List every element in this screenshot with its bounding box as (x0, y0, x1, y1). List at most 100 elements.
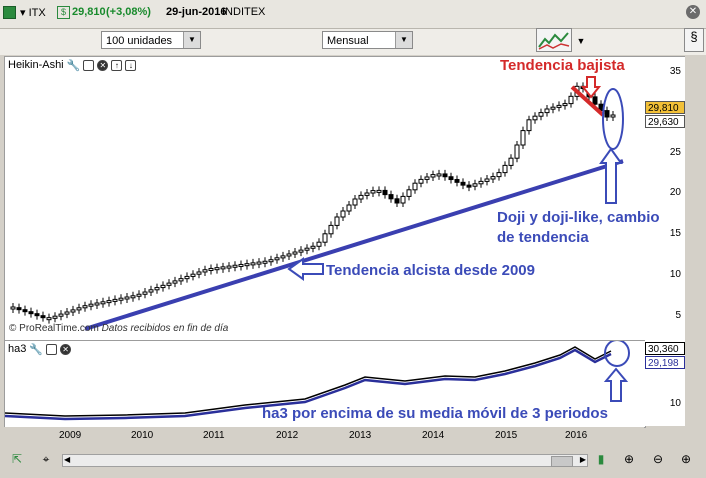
ha3-y-axis: 30,360 29,198 10 (645, 340, 685, 426)
y-tick: 10 (669, 269, 681, 280)
right-gutter (686, 56, 706, 426)
candle-body (496, 172, 502, 178)
candle-body (358, 194, 364, 200)
candle-body (70, 309, 76, 313)
wrench-icon[interactable]: 🔧 (66, 59, 81, 72)
candle-body (514, 144, 520, 159)
candle-body (46, 317, 52, 321)
panel-title: Heikin-Ashi (8, 59, 64, 71)
move-down-icon[interactable]: ↓ (125, 59, 137, 71)
period-select[interactable]: Mensual ▼ (322, 31, 413, 49)
zoom-in-icon[interactable]: ⊕ (680, 452, 692, 466)
candle-body (28, 311, 34, 315)
layout-icon[interactable]: ⇱ (11, 452, 23, 466)
ha3-highlight-circle (604, 341, 630, 367)
candle-body (160, 284, 166, 289)
candle-body (256, 261, 262, 265)
candle-body (106, 300, 112, 304)
zoom-fit-icon[interactable]: ⊕ (623, 452, 635, 466)
candle-body (376, 189, 382, 193)
candle-body (328, 224, 334, 235)
doji-annotation-line2: de tendencia (497, 229, 589, 246)
candle-body (322, 233, 328, 243)
candle-body (94, 302, 100, 306)
period-select-value: Mensual (327, 35, 369, 47)
bearish-annotation: Tendencia bajista (500, 57, 625, 74)
chevron-down-icon[interactable]: ▼ (576, 36, 586, 46)
candle-body (382, 189, 388, 196)
candle-body (52, 315, 58, 319)
candle-body (280, 255, 286, 259)
scroll-thumb[interactable] (551, 456, 573, 467)
candle-body (130, 295, 136, 299)
maximize-icon[interactable] (83, 59, 95, 71)
ha3-chart (5, 341, 630, 421)
candle-body (364, 192, 370, 196)
ticker-dropdown[interactable]: ▾ ITX (20, 7, 46, 19)
ha3-panel: ha3 🔧 ✕ (4, 340, 646, 428)
candle-body (550, 106, 556, 110)
candle-body (412, 182, 418, 191)
bearish-arrow-icon (580, 76, 602, 99)
candle-body (250, 262, 256, 266)
candle-body (562, 103, 568, 107)
scroll-right-icon[interactable]: ▶ (579, 455, 586, 464)
x-axis: 2009 2010 2011 2012 2013 2014 2015 2016 (4, 427, 644, 443)
ha3-line (5, 346, 612, 417)
x-tick: 2016 (565, 430, 588, 441)
candle-body (544, 108, 550, 114)
close-window-icon[interactable]: ✕ (686, 5, 700, 19)
ha3-ma-value: 29,198 (645, 356, 685, 369)
chart-type-icon (538, 32, 570, 50)
candle-body (172, 280, 178, 284)
candle-body (316, 241, 322, 247)
instrument-name: INDITEX (222, 6, 266, 18)
last-price: 29,810 (72, 6, 106, 18)
candle-body (40, 315, 46, 319)
main-chart-panel: Heikin-Ashi 🔧 ✕ ↑ ↓ © ProRealTime.com Da… (4, 56, 646, 341)
candle-body (448, 176, 454, 181)
ticker-label: ITX (28, 7, 46, 19)
candle-body (460, 181, 466, 186)
units-select[interactable]: 100 unidades ▼ (101, 31, 201, 49)
close-icon[interactable]: ✕ (60, 343, 72, 355)
candle-body (400, 195, 406, 204)
units-select-value: 100 unidades (106, 35, 173, 47)
candle-body (352, 198, 358, 206)
main-y-axis: 35 30 29,810 29,630 25 20 15 10 5 (645, 56, 685, 341)
candle-body (34, 313, 40, 317)
indicator-icon[interactable]: § (684, 28, 704, 52)
candle-body (310, 245, 316, 249)
candle-body (112, 298, 118, 302)
candle-body (604, 110, 610, 118)
candle-body (178, 278, 184, 282)
move-up-icon[interactable]: ↑ (111, 59, 123, 71)
candle-body (232, 264, 238, 268)
chart-add-icon[interactable]: ▮ (597, 452, 605, 466)
horizontal-scrollbar[interactable]: ◀ ▶ (62, 454, 588, 467)
y-tick: 20 (669, 187, 681, 198)
candle-body (274, 257, 280, 261)
candle-body (214, 267, 220, 271)
trade-icon[interactable]: $ (57, 6, 70, 19)
maximize-icon[interactable] (46, 343, 58, 355)
x-tick: 2015 (495, 430, 518, 441)
x-tick: 2011 (203, 430, 225, 441)
chart-type-button[interactable] (536, 28, 572, 52)
chevron-down-icon: ▼ (183, 32, 200, 48)
scroll-left-icon[interactable]: ◀ (64, 455, 71, 464)
close-icon[interactable]: ✕ (97, 59, 109, 71)
candle-body (520, 130, 526, 146)
up-arrow-icon (603, 367, 629, 402)
cursor-icon[interactable]: ⌖ (42, 452, 50, 466)
candle-body (610, 114, 616, 118)
x-tick: 2013 (349, 430, 372, 441)
candle-body (556, 104, 562, 108)
candle-body (370, 190, 376, 194)
wrench-icon[interactable]: 🔧 (29, 343, 44, 356)
zoom-out-icon[interactable]: ⊖ (652, 452, 664, 466)
candle-body (268, 259, 274, 263)
candle-body (424, 176, 430, 180)
y-tick: 35 (669, 66, 681, 77)
candle-body (82, 305, 88, 309)
